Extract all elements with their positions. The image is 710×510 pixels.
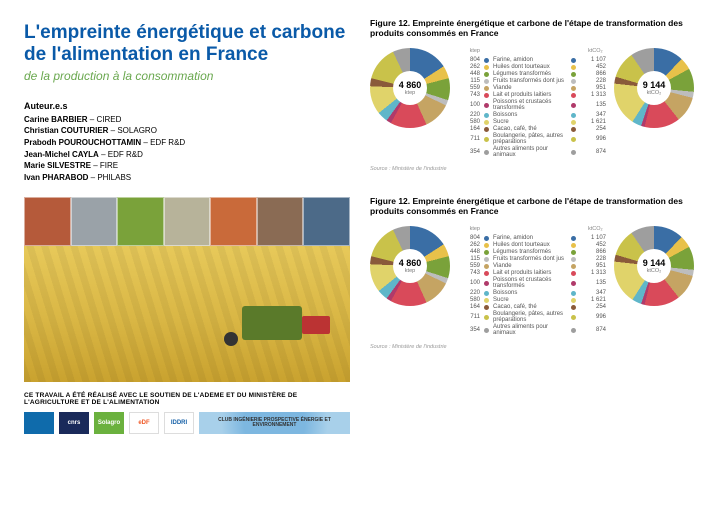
puzzle-piece [24,197,71,246]
legend-row: 743Lait et produits laitiers1 313 [458,270,606,276]
legend-row: 115Fruits transformés dont jus228 [458,256,606,262]
puzzle-piece [303,197,350,246]
legend-row: 100Poissons et crustacés transformés135 [458,99,606,111]
legend-row: 220Boissons347 [458,112,606,118]
figure-12-bottom: Figure 12. Empreinte énergétique et carb… [370,196,694,350]
tractor-icon [242,306,302,340]
author-item: Jean-Michel CAYLA – EDF R&D [24,149,350,161]
donut-right: 9 144ktCO₂ [614,226,694,306]
doc-subtitle: de la production à la consommation [24,69,350,83]
legend-row: 354Autres aliments pour animaux874 [458,146,606,158]
legend-row: 100Poissons et crustacés transformés135 [458,277,606,289]
legend-row: 580Sucre1 621 [458,297,606,303]
author-item: Carine BARBIER – CIRED [24,114,350,126]
donut-left: 4 860ktep [370,48,450,128]
legend-row: 559Viande951 [458,263,606,269]
puzzle-strip [24,197,350,246]
figure-source: Source : Ministère de l'industrie [370,344,694,350]
legend-row: 711Boulangerie, pâtes, autres préparatio… [458,133,606,145]
legend-row: 559Viande951 [458,85,606,91]
logo-cnrs: cnrs [59,412,89,434]
figure-title: Figure 12. Empreinte énergétique et carb… [370,196,694,216]
puzzle-piece [71,197,118,246]
authors-heading: Auteur.e.s [24,101,350,111]
logo-1 [24,412,54,434]
logo-solagro: Solagro [94,412,124,434]
legend-row: 262Huiles dont tourteaux452 [458,242,606,248]
puzzle-piece [210,197,257,246]
legend-row: 580Sucre1 621 [458,119,606,125]
legend-row: 743Lait et produits laitiers1 313 [458,92,606,98]
legend-row: 164Cacao, café, thé254 [458,126,606,132]
legend-row: 220Boissons347 [458,290,606,296]
legend-row: 354Autres aliments pour animaux874 [458,324,606,336]
figure-title: Figure 12. Empreinte énergétique et carb… [370,18,694,38]
legend: ktepktCO₂804Farine, amidon1 107262Huiles… [458,226,606,336]
logo-iddri: IDDRI [164,412,194,434]
field-image [24,246,350,382]
figure-12-top: Figure 12. Empreinte énergétique et carb… [370,18,694,172]
cover-panel: L'empreinte énergétique et carbone de l'… [0,0,360,510]
legend-row: 115Fruits transformés dont jus228 [458,78,606,84]
legend-row: 164Cacao, café, thé254 [458,304,606,310]
donut-right: 9 144ktCO₂ [614,48,694,128]
puzzle-piece [257,197,304,246]
doc-title: L'empreinte énergétique et carbone de l'… [24,22,350,67]
author-item: Marie SILVESTRE – FIRE [24,160,350,172]
puzzle-piece [164,197,211,246]
author-item: Prabodh POUROUCHOTTAMIN – EDF R&D [24,137,350,149]
legend-row: 711Boulangerie, pâtes, autres préparatio… [458,311,606,323]
legend-row: 804Farine, amidon1 107 [458,57,606,63]
legend: ktepktCO₂804Farine, amidon1 107262Huiles… [458,48,606,158]
legend-row: 448Légumes transformés866 [458,249,606,255]
author-item: Christian COUTURIER – SOLAGRO [24,125,350,137]
figure-source: Source : Ministère de l'industrie [370,166,694,172]
credit-line: CE TRAVAIL A ÉTÉ RÉALISÉ AVEC LE SOUTIEN… [24,392,350,406]
legend-row: 804Farine, amidon1 107 [458,235,606,241]
puzzle-piece [117,197,164,246]
authors-list: Carine BARBIER – CIREDChristian COUTURIE… [24,114,350,184]
figures-panel: Figure 12. Empreinte énergétique et carb… [360,0,710,510]
logo-edf: eDF [129,412,159,434]
logo-club: CLUB INGÉNIERIE PROSPECTIVE ÉNERGIE ET E… [199,412,350,434]
logo-row: cnrs Solagro eDF IDDRI CLUB INGÉNIERIE P… [24,412,350,434]
donut-left: 4 860ktep [370,226,450,306]
author-item: Ivan PHARABOD – PHILABS [24,172,350,184]
legend-row: 448Légumes transformés866 [458,71,606,77]
legend-row: 262Huiles dont tourteaux452 [458,64,606,70]
